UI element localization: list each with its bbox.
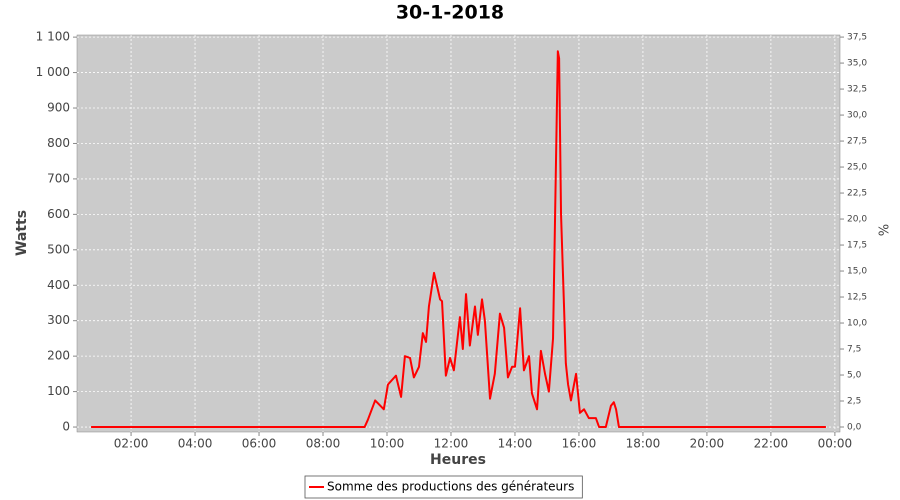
y-tick-label: 300 xyxy=(47,313,70,327)
y-tick-label: 200 xyxy=(47,349,70,363)
y-tick-label: 1 100 xyxy=(36,30,70,44)
y2-axis-label: % xyxy=(875,224,890,236)
legend-label: Somme des productions des générateurs xyxy=(327,480,574,494)
x-axis-label: Heures xyxy=(430,452,486,468)
x-tick-label: 06:00 xyxy=(242,437,277,451)
y-tick-label: 1 000 xyxy=(36,65,70,79)
series-line xyxy=(91,50,826,429)
legend-box xyxy=(304,475,583,499)
y-tick-label: 700 xyxy=(47,171,70,185)
x-tick-label: 02:00 xyxy=(114,437,149,451)
x-tick-label: 16:00 xyxy=(562,437,597,451)
y2-tick-label: 5,0 xyxy=(847,371,862,381)
y2-tick-label: 7,5 xyxy=(847,345,861,355)
y2-tick-label: 27,5 xyxy=(847,137,867,147)
y2-tick-label: 15,0 xyxy=(847,267,867,277)
chart-title: 30-1-2018 xyxy=(396,2,504,24)
y-tick-label: 800 xyxy=(47,136,70,150)
x-tick-label: 18:00 xyxy=(626,437,661,451)
x-tick-label: 00:00 xyxy=(818,437,853,451)
y-tick-label: 100 xyxy=(47,384,70,398)
y2-tick-label: 10,0 xyxy=(847,319,867,329)
x-tick-label: 14:00 xyxy=(498,437,533,451)
y2-tick-label: 20,0 xyxy=(847,215,867,225)
y2-tick-label: 2,5 xyxy=(847,397,861,407)
y2-tick-label: 17,5 xyxy=(847,241,867,251)
y2-tick-label: 35,0 xyxy=(847,59,867,69)
y-tick-label: 0 xyxy=(62,420,70,434)
y-tick-label: 900 xyxy=(47,101,70,115)
x-tick-label: 04:00 xyxy=(178,437,213,451)
x-tick-label: 10:00 xyxy=(370,437,405,451)
x-tick-label: 20:00 xyxy=(690,437,725,451)
plot-area xyxy=(76,34,841,433)
y2-tick-label: 22,5 xyxy=(847,189,867,199)
x-tick-label: 22:00 xyxy=(754,437,789,451)
y-tick-label: 400 xyxy=(47,278,70,292)
y2-tick-label: 37,5 xyxy=(847,33,867,43)
y-axis-label: Watts xyxy=(14,210,30,256)
y-tick-label: 600 xyxy=(47,207,70,221)
y2-tick-label: 12,5 xyxy=(847,293,867,303)
y2-tick-label: 25,0 xyxy=(847,163,867,173)
legend: Somme des productions des générateurs xyxy=(304,475,583,499)
y2-tick-label: 0,0 xyxy=(847,423,862,433)
x-tick-label: 12:00 xyxy=(434,437,469,451)
x-tick-label: 08:00 xyxy=(306,437,341,451)
y2-tick-label: 32,5 xyxy=(847,85,867,95)
y2-tick-label: 30,0 xyxy=(847,111,867,121)
y-tick-label: 500 xyxy=(47,242,70,256)
